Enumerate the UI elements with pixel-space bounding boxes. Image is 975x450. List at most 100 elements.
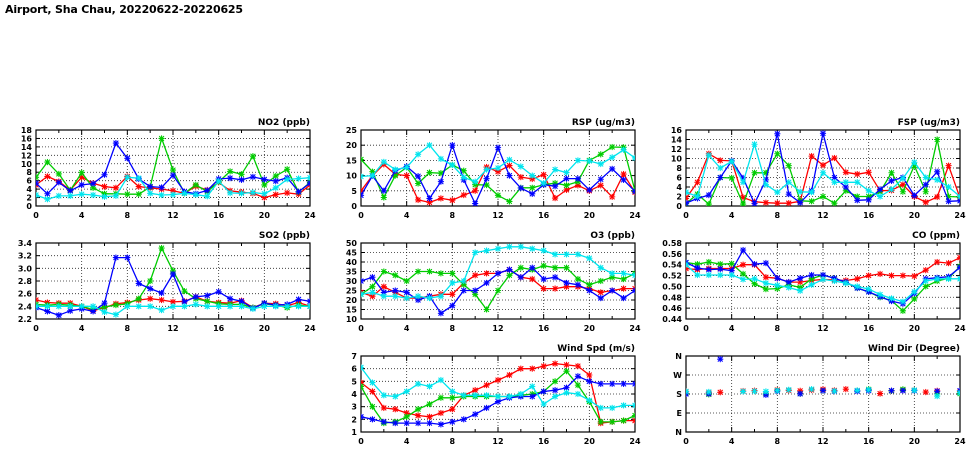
data-marker: [922, 283, 929, 290]
data-marker: [620, 294, 627, 302]
data-marker: [842, 385, 850, 393]
data-marker: [597, 176, 604, 183]
y-tick-label: 20: [346, 296, 358, 305]
y-tick-label: 15: [346, 156, 358, 165]
y-tick-label: 30: [346, 277, 358, 286]
data-marker: [181, 190, 188, 197]
data-marker: [865, 386, 872, 393]
data-marker: [361, 383, 365, 390]
data-marker: [774, 275, 781, 282]
y-tick-label: 7: [351, 352, 357, 361]
data-marker: [876, 390, 884, 397]
panel-so2: SO2 (ppb) 2.2 2.4 2.6 2.8 3.0 3.2 3.4 0 4 8 12 16 20 2…: [18, 231, 316, 333]
data-marker: [101, 308, 108, 316]
data-marker: [785, 190, 792, 198]
data-marker: [483, 247, 490, 254]
data-marker: [808, 271, 815, 279]
panel-title: NO2 (ppb): [258, 118, 310, 128]
data-marker: [705, 271, 713, 279]
data-marker: [517, 274, 525, 281]
data-marker: [597, 264, 604, 271]
data-marker: [392, 419, 399, 427]
panel-title: SO2 (ppb): [259, 231, 310, 241]
data-marker: [586, 371, 593, 379]
data-marker: [449, 161, 456, 169]
data-marker: [449, 388, 456, 395]
x-tick-label: 0: [683, 324, 689, 333]
data-marker: [414, 173, 422, 180]
data-marker: [831, 277, 838, 285]
chart-panel-wind_spd: Wind Spd (m/s) 1 2 3 4 5 6 7 0 4 8 12 16 20 24: [325, 338, 650, 450]
data-marker: [819, 193, 827, 200]
data-marker: [261, 181, 268, 189]
data-marker: [620, 417, 627, 424]
data-marker: [911, 192, 918, 199]
data-marker: [574, 275, 582, 283]
y-tick-label: 8: [26, 168, 32, 177]
data-marker: [101, 303, 108, 311]
y-tick-label: 0.52: [662, 272, 682, 281]
data-layer: [36, 244, 310, 319]
x-tick-label: 12: [492, 437, 503, 446]
data-marker: [169, 187, 177, 194]
y-tick-label: 0: [26, 202, 32, 211]
data-marker: [426, 383, 433, 390]
data-marker: [369, 274, 376, 281]
data-marker: [899, 181, 907, 188]
data-marker: [911, 288, 918, 296]
data-marker: [483, 270, 490, 277]
x-tick-label: 0: [683, 437, 689, 446]
data-marker: [563, 251, 570, 258]
data-marker: [295, 188, 302, 195]
data-marker: [272, 191, 279, 198]
data-marker: [922, 388, 929, 396]
data-marker: [819, 161, 827, 169]
data-marker: [620, 402, 627, 409]
data-marker: [112, 139, 120, 147]
data-marker: [238, 190, 245, 197]
chart-panel-wind_dir: Wind Dir (Degree) N W S E N 0 4 8 12 16 20 24: [650, 338, 975, 450]
data-marker: [865, 285, 872, 293]
data-marker: [796, 275, 804, 282]
data-marker: [483, 381, 490, 389]
data-marker: [785, 284, 792, 291]
data-marker: [922, 174, 929, 181]
data-layer: [686, 130, 960, 206]
x-tick-label: 16: [863, 324, 875, 333]
data-marker: [796, 199, 804, 206]
y-tick-label: 3: [351, 403, 357, 412]
data-marker: [608, 418, 616, 426]
data-marker: [192, 191, 200, 198]
x-tick-label: 0: [358, 211, 364, 220]
panel-rsp: RSP (ug/m3) 0 5 10 15 20 25 0 4 8 12 16 20 24: [346, 118, 641, 220]
data-marker: [460, 416, 467, 423]
data-marker: [414, 180, 422, 187]
data-marker: [361, 379, 365, 386]
data-marker: [494, 376, 502, 384]
data-marker: [762, 181, 770, 188]
data-marker: [529, 172, 536, 179]
x-tick-label: 8: [775, 437, 781, 446]
data-marker: [517, 163, 525, 170]
data-marker: [306, 174, 310, 181]
y-tick-label: 0.54: [662, 261, 682, 270]
x-tick-label: 24: [629, 211, 641, 220]
data-marker: [55, 192, 63, 200]
x-tick-label: 20: [259, 211, 271, 220]
data-marker: [956, 197, 960, 204]
data-marker: [112, 192, 120, 200]
data-marker: [854, 197, 861, 204]
data-marker: [574, 281, 582, 288]
data-marker: [728, 158, 735, 165]
data-marker: [414, 151, 422, 158]
data-marker: [563, 361, 570, 369]
data-marker: [238, 303, 245, 310]
data-marker: [67, 303, 74, 310]
data-marker: [403, 277, 410, 285]
data-marker: [922, 266, 929, 274]
data-marker: [586, 186, 593, 194]
data-marker: [483, 181, 490, 189]
data-marker: [460, 167, 467, 174]
data-marker: [865, 196, 872, 203]
data-marker: [369, 289, 376, 296]
